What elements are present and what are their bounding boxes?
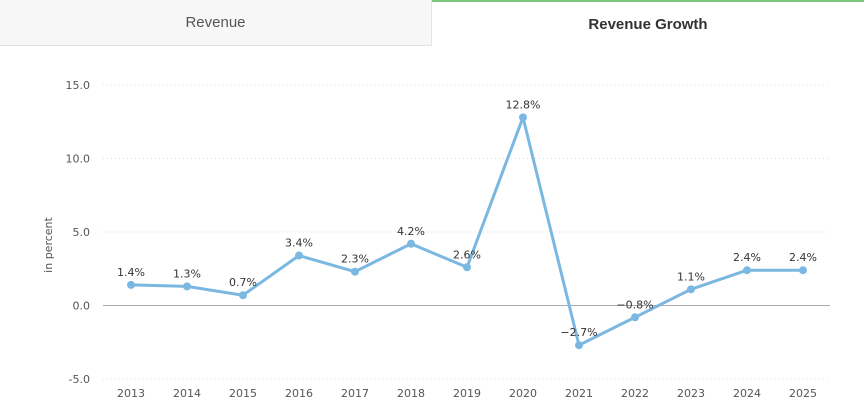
data-point[interactable] xyxy=(799,266,807,275)
data-point[interactable] xyxy=(183,282,191,291)
x-tick-label: 2025 xyxy=(789,387,817,400)
data-point[interactable] xyxy=(351,267,359,276)
data-label: 2.3% xyxy=(341,253,369,266)
x-tick-label: 2017 xyxy=(341,387,369,400)
x-tick-label: 2022 xyxy=(621,387,649,400)
data-label: 1.3% xyxy=(173,267,201,280)
x-tick-label: 2021 xyxy=(565,387,593,400)
data-point[interactable] xyxy=(519,113,527,122)
x-tick-label: 2024 xyxy=(733,387,761,400)
data-label: 1.4% xyxy=(117,266,145,279)
data-label: 1.1% xyxy=(677,270,705,283)
x-tick-label: 2019 xyxy=(453,387,481,400)
y-axis-title: in percent xyxy=(42,216,55,272)
data-label: 12.8% xyxy=(506,98,541,111)
data-label: 0.7% xyxy=(229,276,257,289)
data-label: −0.8% xyxy=(616,298,653,311)
data-label: −2.7% xyxy=(560,326,597,339)
grid-layer xyxy=(103,84,830,380)
tab-revenue-growth[interactable]: Revenue Growth xyxy=(432,0,864,46)
x-tick-label: 2015 xyxy=(229,387,257,400)
data-point[interactable] xyxy=(239,291,247,300)
axis-layer: 15.0 10.0 5.0 0.0 -5.0 2013 2014 2015 2016 2017 20… xyxy=(66,79,818,400)
data-point[interactable] xyxy=(687,285,695,294)
data-label: 2.4% xyxy=(733,251,761,264)
tab-revenue[interactable]: Revenue xyxy=(0,0,432,46)
data-point[interactable] xyxy=(743,266,751,275)
x-tick-label: 2023 xyxy=(677,387,705,400)
data-point[interactable] xyxy=(295,251,303,260)
data-point[interactable] xyxy=(407,239,415,248)
x-tick-label: 2014 xyxy=(173,387,201,400)
x-tick-label: 2020 xyxy=(509,387,537,400)
data-point[interactable] xyxy=(463,263,471,272)
data-label: 2.4% xyxy=(789,251,817,264)
y-tick-label: 0.0 xyxy=(73,300,91,313)
data-point[interactable] xyxy=(575,341,583,350)
tab-bar: Revenue Revenue Growth xyxy=(0,0,864,47)
y-tick-label: -5.0 xyxy=(69,373,90,386)
series-layer xyxy=(127,113,807,350)
data-point[interactable] xyxy=(631,313,639,322)
data-point[interactable] xyxy=(127,280,135,289)
data-label: 2.6% xyxy=(453,248,481,261)
data-label: 3.4% xyxy=(285,237,313,250)
y-tick-label: 10.0 xyxy=(66,153,91,166)
label-layer: 1.4% 1.3% 0.7% 3.4% 2.3% 4.2% 2.6% 12.8% −2.7% −0… xyxy=(117,98,817,339)
x-tick-label: 2016 xyxy=(285,387,313,400)
y-tick-label: 5.0 xyxy=(73,226,91,239)
data-label: 4.2% xyxy=(397,225,425,238)
y-tick-label: 15.0 xyxy=(66,79,91,92)
x-tick-label: 2013 xyxy=(117,387,145,400)
x-tick-label: 2018 xyxy=(397,387,425,400)
series-line xyxy=(130,115,803,347)
